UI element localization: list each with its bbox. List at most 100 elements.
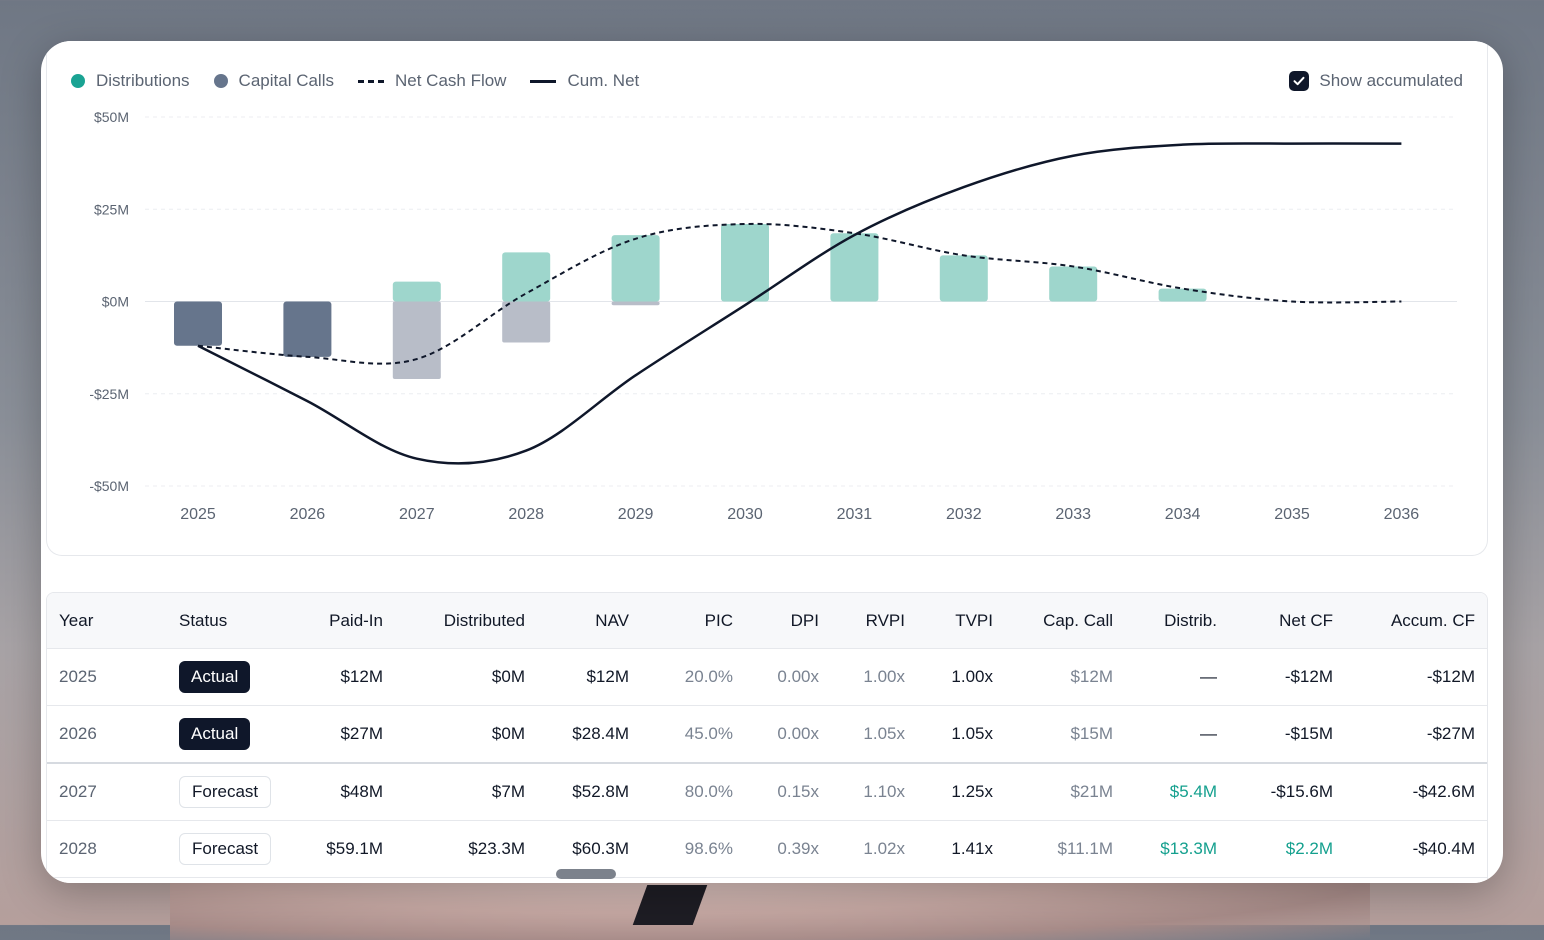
cell-distrib: — [1125,648,1229,706]
status-badge: Actual [179,661,251,693]
x-tick-label: 2029 [618,506,654,523]
table-header-row: Year Status Paid-In Distributed NAV PIC … [47,593,1487,649]
header-dpi[interactable]: DPI [745,593,831,649]
header-tvpi[interactable]: TVPI [917,593,1005,649]
cell-pic: 45.0% [641,705,745,764]
app-window: Distributions Capital Calls Net Cash Flo… [41,41,1503,883]
table-row[interactable]: 2028 Forecast $59.1M $23.3M $60.3M 98.6% 0.39x… [47,820,1487,878]
header-paid-in[interactable]: Paid-In [291,593,395,649]
cell-rvpi: 1.02x [831,820,917,878]
cell-distrib: — [1125,705,1229,764]
y-tick-label: $50M [94,109,129,125]
header-status[interactable]: Status [167,593,291,649]
cell-dpi: 0.00x [745,705,831,764]
cell-cap-call: $11.1M [1005,820,1125,878]
header-cap-call[interactable]: Cap. Call [1005,593,1125,649]
capital-call-bar [392,301,441,379]
capital-call-bar [283,301,332,357]
legend-capital-calls-label: Capital Calls [238,71,334,90]
cell-distrib: $13.3M [1125,820,1229,878]
header-year[interactable]: Year [47,593,167,649]
legend-distributions-label: Distributions [96,71,190,90]
cell-tvpi: 1.25x [917,763,1005,821]
legend-capital-calls[interactable]: Capital Calls [213,71,334,91]
distribution-bar [830,233,879,302]
cell-net-cf: -$15.6M [1229,763,1345,821]
horizontal-scrollbar[interactable] [556,869,616,879]
cell-paid-in: $27M [291,705,395,764]
y-tick-label: -$25M [89,386,129,402]
x-tick-label: 2030 [727,506,763,523]
table-row[interactable]: 2026 Actual $27M $0M $28.4M 45.0% 0.00x 1.05x 1.… [47,705,1487,764]
background-shape [170,880,1370,940]
distribution-bar [721,224,769,302]
x-tick-label: 2027 [399,506,435,523]
y-tick-label: $0M [102,294,129,310]
distribution-bar [502,252,551,302]
capital-call-bar [502,301,551,343]
cell-pic: 80.0% [641,763,745,821]
cell-nav: $12M [537,648,641,706]
distribution-bar [1158,288,1207,302]
header-net-cf[interactable]: Net CF [1229,593,1345,649]
header-distrib[interactable]: Distrib. [1125,593,1229,649]
y-tick-label: -$50M [89,478,129,494]
show-accumulated-toggle[interactable]: Show accumulated [1289,71,1463,91]
cell-distributed: $0M [395,648,537,706]
cell-status: Forecast [167,763,291,821]
cell-distributed: $23.3M [395,820,537,878]
legend-net-cash-flow[interactable]: Net Cash Flow [357,71,506,91]
cell-dpi: 0.39x [745,820,831,878]
header-accum-cf[interactable]: Accum. CF [1345,593,1487,649]
capital-call-bar [611,301,660,306]
solid-line-icon [530,79,557,83]
cell-cap-call: $12M [1005,648,1125,706]
header-rvpi[interactable]: RVPI [831,593,917,649]
cell-nav: $28.4M [537,705,641,764]
chart-legend: Distributions Capital Calls Net Cash Flo… [71,71,663,91]
cell-paid-in: $48M [291,763,395,821]
cum-net-line [197,142,1402,465]
x-tick-label: 2036 [1384,506,1420,523]
cell-net-cf: -$15M [1229,705,1345,764]
distribution-bar [611,235,660,302]
cell-cap-call: $15M [1005,705,1125,764]
cell-dpi: 0.15x [745,763,831,821]
header-distributed[interactable]: Distributed [395,593,537,649]
legend-cum-net-label: Cum. Net [567,71,640,90]
fund-metrics-table-card: Year Status Paid-In Distributed NAV PIC … [46,592,1488,883]
legend-distributions[interactable]: Distributions [71,71,190,91]
cell-net-cf: $2.2M [1229,820,1345,878]
cell-rvpi: 1.00x [831,648,917,706]
cell-dpi: 0.00x [745,648,831,706]
chart-card: Distributions Capital Calls Net Cash Flo… [46,41,1488,556]
cell-nav: $52.8M [537,763,641,821]
cell-tvpi: 1.41x [917,820,1005,878]
dashed-line-icon [357,79,384,83]
cell-paid-in: $12M [291,648,395,706]
y-tick-label: $25M [94,201,129,217]
table-row[interactable]: 2027 Forecast $48M $7M $52.8M 80.0% 0.15x 1.10x… [47,763,1487,821]
legend-cum-net[interactable]: Cum. Net [530,71,639,91]
checkbox-checked-icon[interactable] [1289,71,1310,91]
cell-year: 2028 [47,820,167,878]
x-tick-label: 2028 [508,506,544,523]
header-nav[interactable]: NAV [537,593,641,649]
net-cash-flow-line [197,222,1402,365]
cell-year: 2026 [47,705,167,764]
header-pic[interactable]: PIC [641,593,745,649]
distribution-bar [939,255,988,302]
cell-cap-call: $21M [1005,763,1125,821]
table-row[interactable]: 2025 Actual $12M $0M $12M 20.0% 0.00x 1.00x 1.00… [47,648,1487,706]
cell-paid-in: $59.1M [291,820,395,878]
x-tick-label: 2031 [837,506,873,523]
cell-distrib: $5.4M [1125,763,1229,821]
cell-year: 2027 [47,763,167,821]
x-tick-label: 2032 [946,506,982,523]
cell-net-cf: -$12M [1229,648,1345,706]
cell-rvpi: 1.05x [831,705,917,764]
cell-rvpi: 1.10x [831,763,917,821]
status-badge: Forecast [179,776,272,808]
cell-nav: $60.3M [537,820,641,878]
distributions-dot-icon [71,74,85,88]
